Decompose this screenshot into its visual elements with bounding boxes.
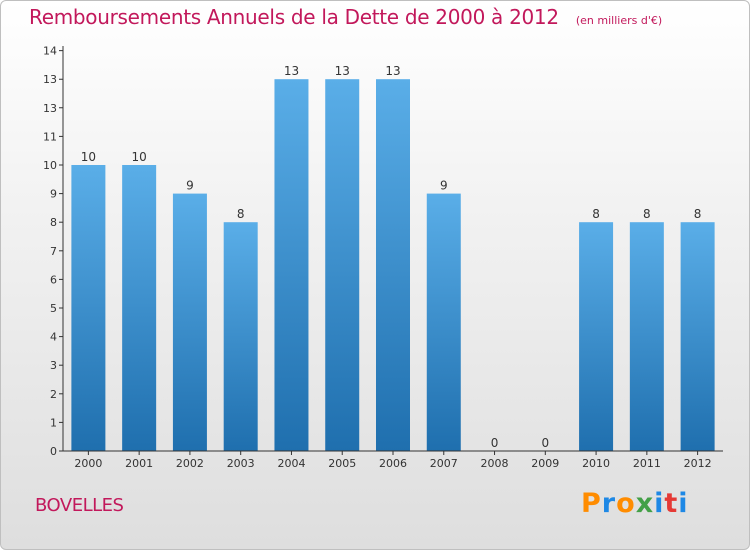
bar-2001 [122, 165, 157, 451]
data-label-2011: 8 [643, 207, 651, 221]
logo-letter: P [581, 488, 602, 519]
y-tick-label: 9 [50, 188, 57, 201]
bar-2000 [71, 165, 106, 451]
x-tick-label-2009: 2009 [531, 457, 559, 470]
bar-2003 [223, 222, 258, 451]
y-tick-label: 5 [50, 302, 57, 315]
bar-2010 [579, 222, 614, 451]
title-row: Remboursements Annuels de la Dette de 20… [29, 5, 662, 29]
data-label-2002: 9 [186, 179, 194, 193]
x-tick-label-2011: 2011 [633, 457, 661, 470]
x-tick-label-2001: 2001 [125, 457, 153, 470]
y-tick-label: 6 [50, 273, 57, 286]
x-tick-label-2002: 2002 [176, 457, 204, 470]
x-tick-label-2006: 2006 [379, 457, 407, 470]
y-tick-label: 13 [43, 102, 57, 115]
logo-letter: o [616, 488, 636, 519]
bar-2006 [376, 79, 410, 451]
proxiti-logo: Proxiti [581, 488, 689, 519]
logo-letter: x [635, 488, 655, 519]
x-tick-label-2004: 2004 [277, 457, 305, 470]
bar-2002 [172, 193, 207, 451]
x-tick-label-2005: 2005 [328, 457, 356, 470]
y-tick-label: 0 [50, 445, 57, 458]
y-tick-label: 11 [43, 130, 57, 143]
data-label-2004: 13 [284, 64, 299, 78]
bars: 10 10 9 8 13 13 13 9 0 0 8 8 8 [71, 64, 715, 451]
bar-2012 [680, 222, 715, 451]
data-label-2006: 13 [385, 64, 400, 78]
y-tick-label: 2 [50, 388, 57, 401]
y-tick-label: 14 [43, 45, 57, 58]
x-tick-label-2003: 2003 [227, 457, 255, 470]
x-tick-label-2012: 2012 [684, 457, 712, 470]
data-label-2003: 8 [237, 207, 245, 221]
x-tick-label-2007: 2007 [430, 457, 458, 470]
data-label-2008: 0 [491, 436, 499, 450]
logo-letter: i [678, 488, 689, 519]
chart-title: Remboursements Annuels de la Dette de 20… [29, 5, 559, 29]
y-tick-label: 3 [50, 359, 57, 372]
bar-2005 [325, 79, 360, 451]
y-tick-label: 7 [50, 245, 57, 258]
y-tick-label: 8 [50, 216, 57, 229]
x-tick-label-2000: 2000 [74, 457, 102, 470]
data-label-2009: 0 [541, 436, 549, 450]
y-tick-label: 4 [50, 331, 57, 344]
bar-2011 [629, 222, 664, 451]
y-axis: 0 1 2 3 4 5 6 7 8 9 10 11 13 13 14 [43, 45, 64, 458]
y-tick-label: 10 [43, 159, 57, 172]
chart-subtitle: (en milliers d'€) [575, 14, 663, 27]
logo-letter: i [654, 488, 665, 519]
commune-name: BOVELLES [35, 495, 124, 516]
bar-2004 [274, 79, 309, 451]
logo-letter: t [664, 488, 679, 519]
x-tick-label-2010: 2010 [582, 457, 610, 470]
x-axis: 2000 2001 2002 2003 2004 2005 2006 2007 2008 2009… [63, 450, 723, 470]
logo-letter: r [601, 488, 617, 519]
data-label-2005: 13 [335, 64, 350, 78]
data-label-2012: 8 [694, 207, 702, 221]
y-tick-label: 1 [50, 416, 57, 429]
data-label-2000: 10 [81, 150, 96, 164]
x-tick-label-2008: 2008 [481, 457, 509, 470]
data-label-2010: 8 [592, 207, 600, 221]
data-label-2007: 9 [440, 179, 448, 193]
data-label-2001: 10 [132, 150, 147, 164]
y-tick-label: 13 [43, 73, 57, 86]
bar-2007 [426, 193, 461, 451]
